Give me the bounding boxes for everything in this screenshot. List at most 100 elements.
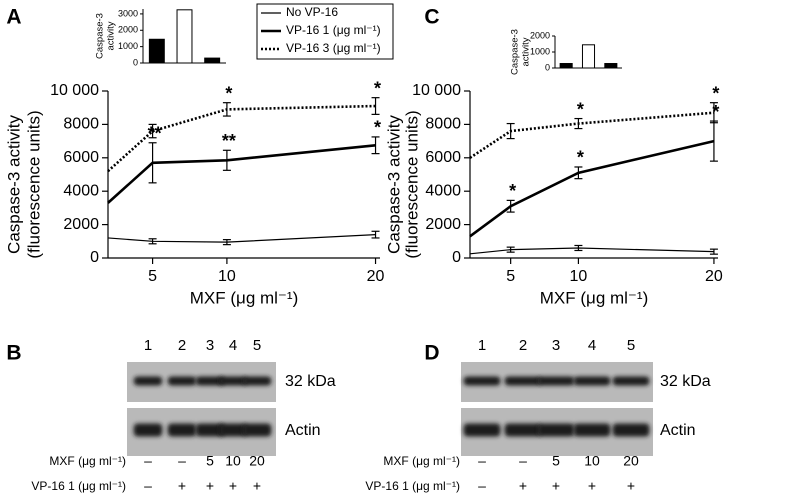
y-tick-label: 4000: [425, 182, 461, 199]
significance-mark: *: [374, 118, 381, 138]
bar: [604, 63, 618, 69]
band: [612, 423, 650, 437]
band-label: Actin: [660, 422, 696, 439]
y-tick-label: 2000: [530, 30, 550, 40]
y-tick-label: 0: [133, 57, 138, 67]
row-cell: 20: [623, 453, 639, 469]
row-cell: +: [519, 478, 527, 494]
significance-mark: *: [577, 148, 584, 168]
y-tick-label: 8000: [63, 116, 99, 133]
y-axis-label: Caspase-3: [95, 13, 106, 59]
row-cell: 10: [225, 453, 241, 469]
band: [195, 423, 225, 437]
x-tick-label: 10: [218, 268, 236, 285]
legend-label: No VP-16: [286, 5, 338, 19]
y-tick-label: 0: [545, 62, 550, 72]
row-cell: +: [588, 478, 596, 494]
y-tick-label: 1000: [530, 46, 550, 56]
row-cell: +: [229, 478, 237, 494]
row-cell: 5: [206, 453, 214, 469]
band-label: 32 kDa: [285, 373, 336, 390]
bar: [581, 44, 596, 69]
y-tick-label: 6000: [425, 149, 461, 166]
band: [167, 376, 197, 386]
x-axis-label: MXF (μg ml⁻¹): [540, 288, 648, 307]
band: [133, 376, 163, 386]
bar: [204, 57, 221, 64]
bar: [176, 9, 193, 64]
lane-number: 3: [552, 337, 560, 354]
y-tick-label: 8000: [425, 116, 461, 133]
lane-number: 5: [253, 337, 261, 354]
significance-mark: **: [222, 131, 236, 151]
row-cell: 10: [584, 453, 600, 469]
y-tick-label: 2000: [63, 216, 99, 233]
panel-label: B: [6, 342, 21, 365]
row-cell: –: [144, 453, 152, 469]
y-tick-label: 10 000: [412, 82, 461, 99]
x-tick-label: 10: [570, 268, 588, 285]
significance-mark: *: [712, 83, 719, 103]
y-axis-label: activity: [521, 37, 532, 66]
lane-number: 1: [144, 337, 152, 354]
y-tick-label: 4000: [63, 182, 99, 199]
y-tick-label: 0: [452, 249, 461, 266]
panel-label: D: [424, 342, 439, 365]
band-label: 32 kDa: [660, 373, 711, 390]
band: [133, 423, 163, 437]
band: [463, 376, 501, 386]
row-cell: –: [478, 478, 486, 494]
band: [612, 376, 650, 386]
band-label: Actin: [285, 422, 321, 439]
band: [504, 423, 542, 437]
row-cell: 20: [249, 453, 265, 469]
bar: [148, 38, 165, 64]
lane-number: 1: [478, 337, 486, 354]
band: [504, 376, 542, 386]
bar: [559, 63, 573, 69]
lane-number: 3: [206, 337, 214, 354]
series-line: [107, 143, 376, 204]
band: [463, 423, 501, 437]
row-cell: –: [478, 453, 486, 469]
band: [195, 376, 225, 386]
row-cell: +: [178, 478, 186, 494]
y-tick-label: 2000: [118, 25, 138, 35]
row-label: MXF (μg ml⁻¹): [383, 454, 460, 468]
lane-number: 5: [627, 337, 635, 354]
row-cell: –: [178, 453, 186, 469]
series-line: [469, 111, 715, 159]
band: [573, 423, 611, 437]
row-label: VP-16 1 (μg ml⁻¹): [365, 479, 460, 493]
y-tick-label: 1000: [118, 41, 138, 51]
band: [537, 376, 575, 386]
significance-mark: *: [225, 83, 232, 103]
y-tick-label: 6000: [63, 149, 99, 166]
significance-mark: *: [712, 102, 719, 122]
lane-number: 2: [519, 337, 527, 354]
significance-mark: *: [509, 181, 516, 201]
row-cell: 5: [552, 453, 560, 469]
lane-number: 2: [178, 337, 186, 354]
row-cell: –: [519, 453, 527, 469]
panel-label: A: [6, 6, 21, 29]
row-label: MXF (μg ml⁻¹): [49, 454, 126, 468]
y-axis-label: Caspase-3 activity: [384, 115, 403, 254]
significance-mark: *: [577, 99, 584, 119]
legend-label: VP-16 1 (μg ml⁻¹): [286, 23, 381, 37]
legend-label: VP-16 3 (μg ml⁻¹): [286, 41, 381, 55]
x-tick-label: 5: [148, 268, 157, 285]
band: [242, 423, 272, 437]
x-axis-label: MXF (μg ml⁻¹): [190, 288, 298, 307]
x-tick-label: 20: [367, 268, 385, 285]
band: [242, 376, 272, 386]
series-line: [107, 104, 376, 173]
row-cell: +: [206, 478, 214, 494]
band: [218, 423, 248, 437]
lane-number: 4: [229, 337, 237, 354]
y-axis-label: (fluorescence units): [402, 110, 421, 258]
band: [167, 423, 197, 437]
lane-number: 4: [588, 337, 596, 354]
y-axis-label: Caspase-3 activity: [4, 115, 23, 254]
